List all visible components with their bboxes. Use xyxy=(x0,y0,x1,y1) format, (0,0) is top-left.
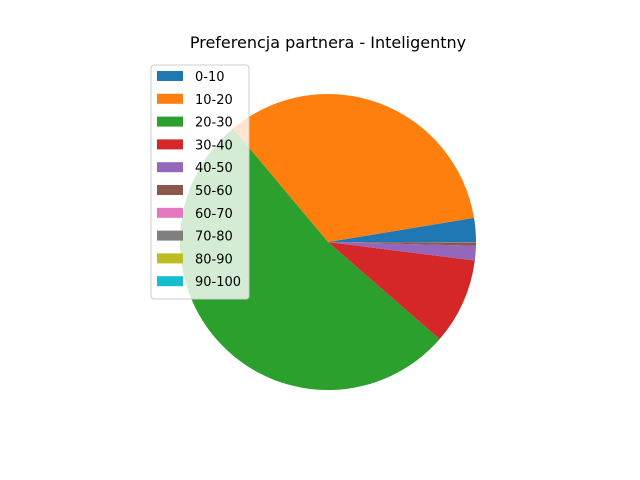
legend-label-60-70: 60-70 xyxy=(195,207,233,222)
pie-slice-0-10 xyxy=(328,217,476,242)
legend-swatch-30-40 xyxy=(157,139,183,150)
legend-label-0-10: 0-10 xyxy=(195,70,225,85)
pie-slice-10-20 xyxy=(232,94,475,243)
legend: 0-10 10-20 20-30 30-40 40-50 50-60 60-70 70-80 8… xyxy=(150,64,250,300)
legend-label-80-90: 80-90 xyxy=(195,252,233,267)
legend-label-90-100: 90-100 xyxy=(195,275,241,290)
legend-swatch-20-30 xyxy=(157,116,183,127)
legend-label-70-80: 70-80 xyxy=(195,230,233,245)
legend-swatch-90-100 xyxy=(157,276,183,287)
legend-label-10-20: 10-20 xyxy=(195,93,233,108)
chart-title: Preferencja partnera - Inteligentny xyxy=(190,33,466,52)
legend-swatch-40-50 xyxy=(157,162,183,173)
legend-swatch-10-20 xyxy=(157,93,183,104)
legend-label-50-60: 50-60 xyxy=(195,184,233,199)
legend-label-30-40: 30-40 xyxy=(195,138,233,153)
legend-swatch-70-80 xyxy=(157,230,183,241)
legend-swatch-50-60 xyxy=(157,185,183,195)
legend-label-20-30: 20-30 xyxy=(195,116,233,131)
legend-label-40-50: 40-50 xyxy=(195,161,233,176)
pie-slice-30-40 xyxy=(328,242,475,340)
legend-swatch-60-70 xyxy=(157,207,183,218)
pie-slice-50-60 xyxy=(328,242,476,246)
legend-swatch-0-10 xyxy=(157,71,183,81)
legend-swatch-80-90 xyxy=(157,253,183,264)
pie-slice-40-50 xyxy=(328,242,476,261)
pie-slice-70-80 xyxy=(328,242,477,243)
